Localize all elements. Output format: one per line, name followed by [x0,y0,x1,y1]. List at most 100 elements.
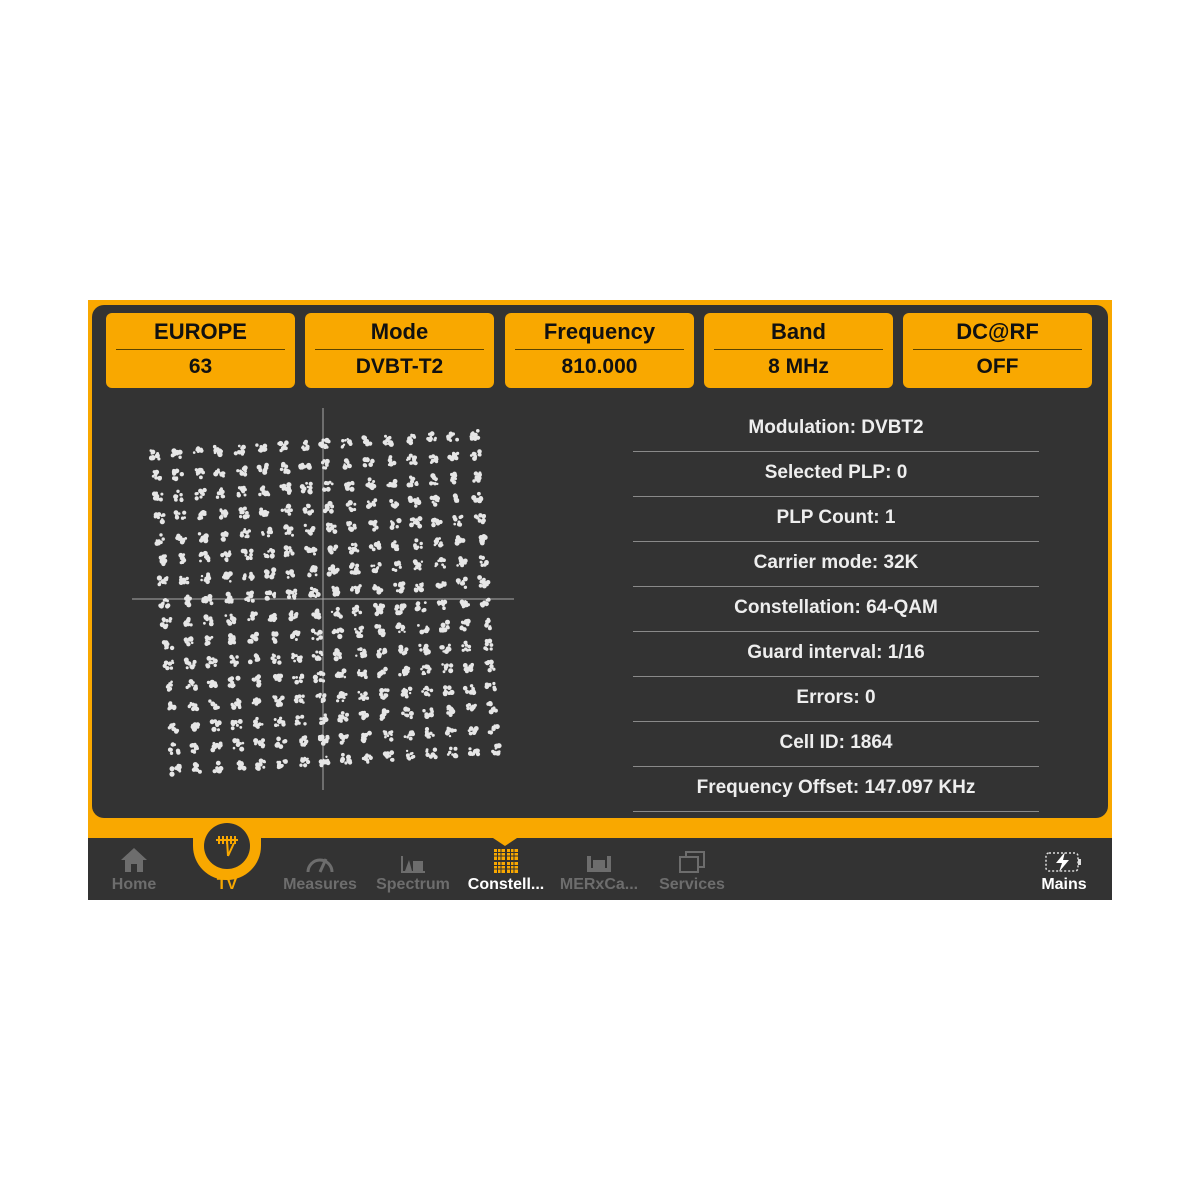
constellation-point [418,643,431,656]
constellation-point [387,455,397,467]
constellation-point [360,730,372,744]
constellation-point [435,581,447,589]
nav-home[interactable]: Home [88,838,180,900]
constellation-point [264,590,277,601]
constellation-point [426,431,437,443]
constellation-point [358,710,370,721]
nav-services[interactable]: Services [646,838,738,900]
button-title: EUROPE [154,319,247,344]
constellation-point [344,480,355,492]
constellation-point [322,500,335,514]
constellation-point [311,608,322,620]
constellation-point [429,494,441,507]
constellation-point [484,681,497,692]
constellation-point [167,701,177,711]
constellation-point [236,485,247,498]
constellation-point [253,738,266,749]
constellation-point [356,669,368,680]
constellation-point [258,507,270,517]
mode-button[interactable]: Mode DVBT-T2 [305,313,494,388]
constellation-point [201,594,214,606]
constellation-point [311,650,324,661]
tv-button[interactable] [204,823,250,869]
constellation-point [315,692,327,704]
constellation-point [279,482,292,495]
constellation-point [436,599,448,610]
constellation-point [285,569,296,579]
constellation-point [215,487,226,499]
frequency-button[interactable]: Frequency 810.000 [505,313,694,388]
constellation-point [255,758,266,771]
info-constellation: Constellation: 64-QAM [633,587,1039,632]
constellation-point [276,759,288,770]
constellation-point [349,562,361,575]
constellation-point [206,679,218,689]
constellation-point [483,638,494,651]
constellation-point [452,493,460,503]
constellation-point [400,686,413,699]
constellation-point [317,734,330,746]
constellation-point [185,679,198,691]
constellation-point [290,630,301,641]
constellation-point [204,635,214,646]
info-guard-interval: Guard interval: 1/16 [633,632,1039,677]
button-title: DC@RF [956,319,1039,344]
constellation-point [251,674,262,688]
constellation-point [227,633,237,645]
constellation-point [491,743,502,756]
nav-measures[interactable]: Measures [274,838,366,900]
info-plp-count: PLP Count: 1 [633,497,1039,542]
constellation-point [156,575,169,587]
constellation-point [386,478,398,488]
constellation-point [224,591,234,604]
constellation-point [183,617,193,627]
constellation-point [258,485,271,497]
constellation-point [288,610,299,622]
nav-label: Services [659,876,725,893]
power-label: Mains [1041,876,1087,893]
constellation-point [447,451,460,462]
constellation-diagram [132,408,514,790]
nav-label: Home [111,876,157,893]
constellation-point [238,506,250,520]
constellation-point [354,625,365,639]
info-selected-plp: Selected PLP: 0 [633,452,1039,497]
constellation-point [382,434,394,447]
spectrum-icon [401,856,425,873]
constellation-point [299,756,311,768]
dc-rf-button[interactable]: DC@RF OFF [903,313,1092,388]
constellation-point [192,446,204,454]
constellation-point [220,530,229,542]
constellation-point [178,575,190,585]
constellation-point [331,585,341,597]
constellation-point [303,523,316,536]
constellation-point [398,644,409,656]
constellation-point [318,755,331,768]
constellation-point [255,443,268,453]
constellation-point [158,554,168,567]
constellation-point [301,439,310,452]
nav-label: Spectrum [376,876,450,893]
constellation-point [456,556,468,568]
constellation-point [433,537,444,548]
nav-constellation[interactable]: Constell... [460,838,552,900]
constellation-point [471,491,484,504]
region-channel-button[interactable]: EUROPE 63 [106,313,295,388]
nav-tv[interactable]: TV [181,838,273,900]
constellation-point [263,567,277,580]
constellation-point [285,588,298,600]
constellation-point [406,475,419,488]
constellation-point [467,726,479,736]
nav-spectrum[interactable]: Spectrum [367,838,459,900]
home-icon [121,848,147,872]
constellation-point [429,473,439,486]
constellation-point [220,550,232,563]
constellation-point [194,487,207,501]
nav-mer-carrier[interactable]: MERxCa... [553,838,645,900]
constellation-point [441,663,454,674]
constellation-point [312,670,326,684]
band-button[interactable]: Band 8 MHz [704,313,893,388]
constellation-point [465,703,477,712]
constellation-point [291,652,303,663]
info-carrier-mode: Carrier mode: 32K [633,542,1039,587]
